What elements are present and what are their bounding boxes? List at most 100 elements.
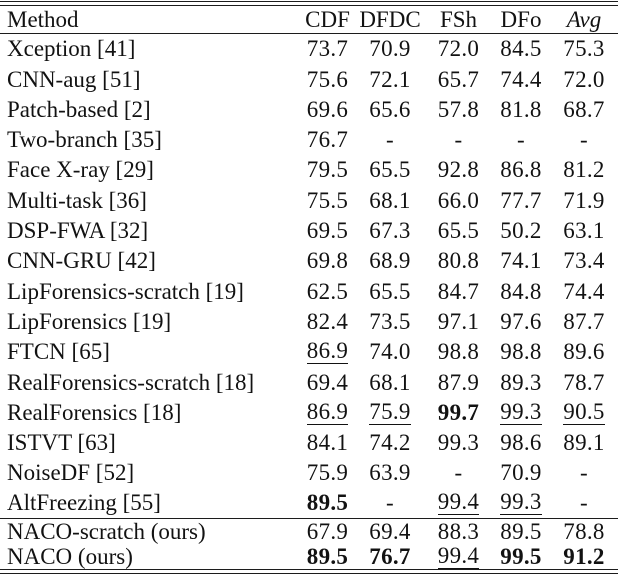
score-value: 74.4 <box>500 66 542 92</box>
table-row: Multi-task [36] 75.5 68.1 66.0 77.7 71.9 <box>0 185 618 215</box>
table-row: DSP-FWA [32] 69.5 67.3 65.5 50.2 63.1 <box>0 215 618 245</box>
score-value: 50.2 <box>500 218 542 244</box>
method-cell: DSP-FWA [32] <box>7 218 149 244</box>
score-value: 86.9 <box>306 338 349 365</box>
score-value: 78.8 <box>563 518 605 544</box>
score-value: 76.7 <box>369 544 411 570</box>
score-cell: 80.8 <box>425 246 492 276</box>
score-cell: 65.7 <box>425 64 492 94</box>
score-value: 99.4 <box>437 543 480 570</box>
score-cell: 99.3 <box>492 397 550 427</box>
score-value: 62.5 <box>306 278 349 304</box>
score-value: 91.2 <box>563 544 605 570</box>
score-cell: 73.5 <box>355 306 425 336</box>
method-cell: CNN-aug [51] <box>7 66 141 92</box>
score-value: 79.5 <box>306 157 349 183</box>
score-cell: 75.9 <box>300 458 355 488</box>
score-cell: 75.6 <box>300 64 355 94</box>
score-value: - <box>580 490 588 516</box>
score-value: 86.8 <box>500 157 542 183</box>
score-value: 71.9 <box>563 187 605 213</box>
score-value: - <box>580 127 588 153</box>
method-cell: LipForensics [19] <box>7 308 172 334</box>
score-cell: 99.4 <box>425 544 492 570</box>
score-cell: 71.9 <box>550 185 618 215</box>
score-cell: 89.5 <box>300 544 355 570</box>
table-row: Xception [41] 73.7 70.9 72.0 84.5 75.3 <box>0 34 618 64</box>
score-value: 99.7 <box>437 399 480 425</box>
score-value: 76.7 <box>306 127 349 153</box>
score-value: 67.3 <box>369 218 411 244</box>
score-cell: 84.1 <box>300 427 355 457</box>
score-value: 74.4 <box>563 278 605 304</box>
score-value: 99.3 <box>500 398 542 425</box>
table-body: Xception [41] 73.7 70.9 72.0 84.5 75.3 C… <box>0 34 618 570</box>
score-cell: 68.1 <box>355 185 425 215</box>
score-cell: 98.8 <box>425 337 492 367</box>
score-cell: 67.9 <box>300 518 355 544</box>
score-value: 72.0 <box>563 66 605 92</box>
score-cell: 74.4 <box>492 64 550 94</box>
score-cell: 81.8 <box>492 94 550 124</box>
score-cell: 99.3 <box>492 488 550 518</box>
score-cell: 78.8 <box>550 518 618 544</box>
score-cell: 72.1 <box>355 64 425 94</box>
score-cell: 69.6 <box>300 94 355 124</box>
score-value: 75.5 <box>306 187 349 213</box>
method-cell: NACO-scratch (ours) <box>7 518 206 544</box>
score-value: - <box>517 127 525 153</box>
table-row: AltFreezing [55] 89.5 - 99.4 99.3 - <box>0 488 618 518</box>
score-value: - <box>386 127 394 153</box>
method-cell: Face X-ray [29] <box>7 157 154 183</box>
score-value: 81.8 <box>500 96 542 122</box>
score-value: 88.3 <box>437 518 480 544</box>
score-value: 70.9 <box>369 36 411 62</box>
score-value: 72.0 <box>437 36 480 62</box>
table-row: Patch-based [2] 69.6 65.6 57.8 81.8 68.7 <box>0 94 618 124</box>
column-header-avg: Avg <box>566 6 602 32</box>
score-cell: 76.7 <box>355 544 425 570</box>
score-value: 90.5 <box>563 398 605 425</box>
score-cell: 87.9 <box>425 367 492 397</box>
score-cell: 74.1 <box>492 246 550 276</box>
score-cell: 75.5 <box>300 185 355 215</box>
score-value: 69.4 <box>369 518 411 544</box>
method-cell: FTCN [65] <box>7 339 110 365</box>
score-value: 99.3 <box>437 430 480 456</box>
score-cell: 69.8 <box>300 246 355 276</box>
score-cell: 70.9 <box>492 458 550 488</box>
column-header-fsh: FSh <box>439 6 478 32</box>
score-cell: 57.8 <box>425 94 492 124</box>
method-cell: Multi-task [36] <box>7 187 147 213</box>
score-cell: 99.5 <box>492 544 550 570</box>
score-cell: 69.5 <box>300 215 355 245</box>
score-cell: 66.0 <box>425 185 492 215</box>
method-cell: Patch-based [2] <box>7 96 151 122</box>
score-value: 99.4 <box>437 489 480 516</box>
score-cell: 86.9 <box>300 397 355 427</box>
method-cell: Two-branch [35] <box>7 127 162 153</box>
score-cell: 68.9 <box>355 246 425 276</box>
score-value: 66.0 <box>437 187 480 213</box>
score-value: 89.6 <box>563 339 605 365</box>
score-value: 65.6 <box>369 96 411 122</box>
score-cell: 72.0 <box>550 64 618 94</box>
score-value: 68.9 <box>369 248 411 274</box>
table-row: FTCN [65] 86.9 74.0 98.8 98.8 89.6 <box>0 337 618 367</box>
score-cell: - <box>355 488 425 518</box>
table-row: Two-branch [35] 76.7 - - - - <box>0 124 618 154</box>
column-header-dfo: DFo <box>500 6 542 32</box>
score-value: 73.5 <box>369 308 411 334</box>
score-value: 65.5 <box>369 278 411 304</box>
score-cell: 89.5 <box>492 518 550 544</box>
score-value: 69.4 <box>306 369 349 395</box>
score-cell: 74.2 <box>355 427 425 457</box>
score-value: 72.1 <box>369 66 411 92</box>
score-cell: 84.8 <box>492 276 550 306</box>
table-row: NoiseDF [52] 75.9 63.9 - 70.9 - <box>0 458 618 488</box>
score-value: 65.7 <box>437 66 480 92</box>
table-row: ISTVT [63] 84.1 74.2 99.3 98.6 89.1 <box>0 427 618 457</box>
score-value: 70.9 <box>500 460 542 486</box>
score-value: 75.9 <box>306 460 349 486</box>
score-cell: 99.7 <box>425 397 492 427</box>
